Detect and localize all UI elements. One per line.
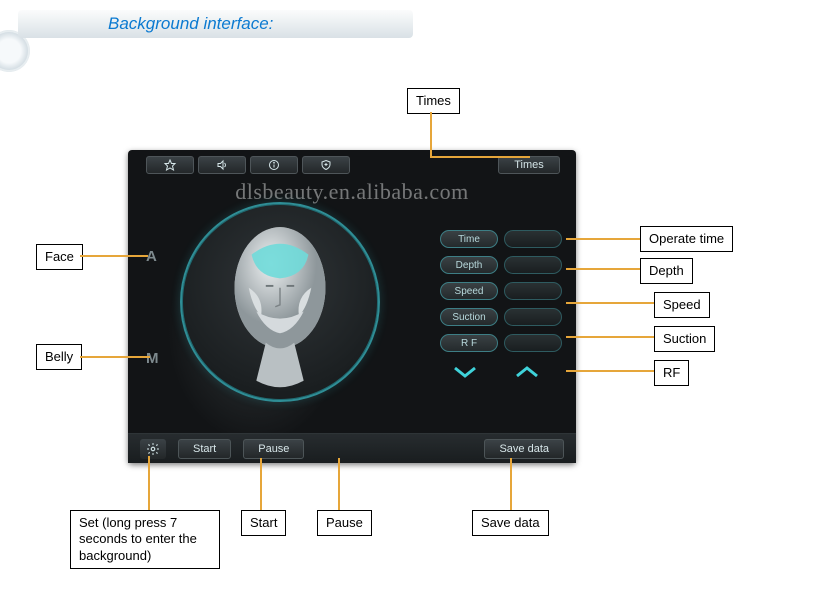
page-title: Background interface: xyxy=(108,14,273,34)
lead-face xyxy=(80,255,148,257)
lead-times xyxy=(430,112,432,156)
star-icon-button[interactable] xyxy=(146,156,194,174)
param-row-rf: R F xyxy=(440,334,562,352)
page-title-bar: Background interface: xyxy=(18,10,413,38)
param-suction-value[interactable] xyxy=(504,308,562,326)
mode-belly-label[interactable]: M xyxy=(146,350,159,367)
times-button[interactable]: Times xyxy=(498,156,560,174)
lead-rf xyxy=(566,370,654,372)
info-icon-button[interactable] xyxy=(250,156,298,174)
param-speed-value[interactable] xyxy=(504,282,562,300)
param-speed-button[interactable]: Speed xyxy=(440,282,498,300)
face-head-icon xyxy=(205,212,355,392)
lead-start xyxy=(260,458,262,510)
bottom-bar: Start Pause Save data xyxy=(128,433,576,463)
callout-depth: Depth xyxy=(640,258,693,284)
callout-rf: RF xyxy=(654,360,689,386)
param-depth-value[interactable] xyxy=(504,256,562,274)
lead-suction xyxy=(566,336,654,338)
callout-operate-time: Operate time xyxy=(640,226,733,252)
callout-start: Start xyxy=(241,510,286,536)
param-time-value[interactable] xyxy=(504,230,562,248)
face-display[interactable] xyxy=(180,202,380,402)
lead-depth xyxy=(566,268,640,270)
param-time-button[interactable]: Time xyxy=(440,230,498,248)
lead-speed xyxy=(566,302,654,304)
param-row-speed: Speed xyxy=(440,282,562,300)
chevron-down-icon xyxy=(451,364,479,380)
callout-pause: Pause xyxy=(317,510,372,536)
callout-times: Times xyxy=(407,88,460,114)
start-button[interactable]: Start xyxy=(178,439,231,459)
parameter-group: Time Depth Speed Suction R F xyxy=(440,230,562,380)
pause-button[interactable]: Pause xyxy=(243,439,304,459)
gear-icon xyxy=(146,442,160,456)
callout-face: Face xyxy=(36,244,83,270)
device-panel: Times dlsbeauty.en.alibaba.com A M T xyxy=(128,150,576,463)
shield-icon-button[interactable] xyxy=(302,156,350,174)
param-rf-value[interactable] xyxy=(504,334,562,352)
param-rf-button[interactable]: R F xyxy=(440,334,498,352)
lead-pause xyxy=(338,458,340,510)
arrow-up-button[interactable] xyxy=(513,364,541,380)
callout-speed: Speed xyxy=(654,292,710,318)
lead-set xyxy=(148,456,150,510)
callout-save: Save data xyxy=(472,510,549,536)
lead-belly xyxy=(80,356,150,358)
param-row-time: Time xyxy=(440,230,562,248)
callout-belly: Belly xyxy=(36,344,82,370)
param-depth-button[interactable]: Depth xyxy=(440,256,498,274)
top-toolbar xyxy=(146,156,350,174)
param-row-suction: Suction xyxy=(440,308,562,326)
speaker-icon-button[interactable] xyxy=(198,156,246,174)
lead-times-h xyxy=(430,156,530,158)
arrow-down-button[interactable] xyxy=(451,364,479,380)
param-suction-button[interactable]: Suction xyxy=(440,308,498,326)
callout-set: Set (long press 7 seconds to enter the b… xyxy=(70,510,220,569)
callout-suction: Suction xyxy=(654,326,715,352)
watermark-text: dlsbeauty.en.alibaba.com xyxy=(128,179,576,205)
param-row-depth: Depth xyxy=(440,256,562,274)
times-button-label: Times xyxy=(514,159,544,171)
lead-save xyxy=(510,458,512,510)
save-data-button[interactable]: Save data xyxy=(484,439,564,459)
chevron-up-icon xyxy=(513,364,541,380)
arrow-row xyxy=(440,364,562,380)
settings-button[interactable] xyxy=(140,439,166,459)
lead-operate-time xyxy=(566,238,640,240)
